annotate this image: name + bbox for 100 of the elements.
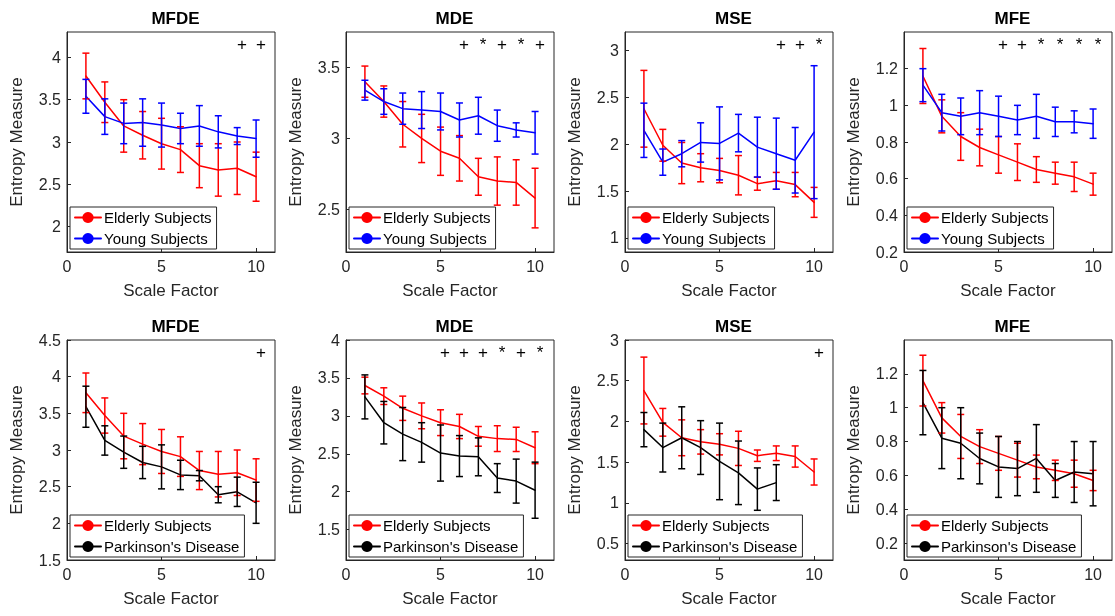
chart-title: MFE [994, 317, 1031, 336]
y-tick-label: 3 [52, 133, 62, 151]
y-tick-label: 3.5 [317, 58, 341, 76]
annotation: + [776, 34, 787, 54]
legend-label: Young Subjects [941, 230, 1045, 247]
x-tick-label: 10 [1084, 257, 1103, 275]
chart-title: MDE [435, 317, 474, 336]
x-tick-label: 0 [341, 257, 351, 275]
x-tick-label: 5 [436, 257, 446, 275]
y-tick-label: 1.5 [596, 453, 620, 471]
x-tick-label: 10 [247, 257, 266, 275]
legend-label: Parkinson's Disease [383, 538, 519, 555]
y-tick-label: 0.2 [875, 243, 899, 261]
legend-label: Elderly Subjects [383, 517, 491, 534]
annotation: * [815, 34, 823, 54]
annotation: + [459, 342, 470, 362]
y-axis-title: Entropy Measure [844, 77, 863, 207]
legend-label: Elderly Subjects [104, 209, 212, 226]
y-tick-label: 0.2 [875, 534, 899, 552]
x-axis-title: Scale Factor [402, 589, 499, 608]
y-tick-label: 3 [610, 331, 620, 349]
y-tick-label: 0.4 [875, 500, 899, 518]
y-tick-label: 3.5 [38, 404, 62, 422]
y-tick-label: 1.5 [38, 551, 62, 569]
annotation: + [497, 34, 508, 54]
y-tick-label: 1 [889, 96, 899, 114]
annotation: + [256, 342, 267, 362]
y-axis-title: Entropy Measure [565, 77, 584, 207]
y-tick-label: 2.5 [38, 175, 62, 193]
annotation: + [1017, 34, 1028, 54]
x-tick-label: 0 [341, 565, 351, 583]
y-tick-label: 3 [331, 407, 341, 425]
annotation: * [479, 34, 487, 54]
x-tick-label: 5 [994, 257, 1004, 275]
annotation: + [535, 34, 546, 54]
y-tick-label: 0.5 [596, 535, 620, 553]
x-tick-label: 0 [899, 257, 909, 275]
y-axis-title: Entropy Measure [286, 77, 305, 207]
y-tick-label: 1 [610, 229, 620, 247]
annotation: * [536, 342, 544, 362]
y-tick-label: 2 [610, 412, 620, 430]
annotation: * [1094, 34, 1102, 54]
x-tick-label: 5 [436, 565, 446, 583]
x-axis-title: Scale Factor [681, 589, 778, 608]
x-tick-label: 10 [805, 565, 824, 583]
y-tick-label: 2 [331, 483, 341, 501]
y-tick-label: 3 [52, 441, 62, 459]
annotation: + [998, 34, 1009, 54]
y-tick-label: 2.5 [596, 89, 620, 107]
x-tick-label: 10 [805, 257, 824, 275]
y-tick-label: 4 [52, 48, 62, 66]
legend-label: Elderly Subjects [662, 517, 770, 534]
y-tick-label: 4.5 [38, 331, 62, 349]
legend-label: Parkinson's Disease [662, 538, 798, 555]
chart-title: MFDE [151, 9, 200, 28]
y-tick-label: 0.8 [875, 133, 899, 151]
x-tick-label: 5 [715, 565, 725, 583]
y-axis-title: Entropy Measure [844, 385, 863, 515]
annotation: * [1075, 34, 1083, 54]
y-tick-label: 1.5 [317, 521, 341, 539]
legend-label: Elderly Subjects [662, 209, 770, 226]
annotation: + [237, 34, 248, 54]
chart-title: MFE [994, 9, 1031, 28]
y-axis-title: Entropy Measure [565, 385, 584, 515]
x-tick-label: 10 [526, 565, 545, 583]
legend-label: Elderly Subjects [941, 209, 1049, 226]
annotation: * [517, 34, 525, 54]
y-tick-label: 2 [52, 514, 62, 532]
y-tick-label: 1.2 [875, 365, 899, 383]
x-tick-label: 0 [62, 565, 72, 583]
annotation: * [498, 342, 506, 362]
x-tick-label: 5 [715, 257, 725, 275]
annotation: + [459, 34, 470, 54]
x-axis-title: Scale Factor [681, 281, 778, 300]
annotation: + [795, 34, 806, 54]
y-tick-label: 3 [331, 129, 341, 147]
y-tick-label: 0.6 [875, 466, 899, 484]
y-tick-label: 1 [610, 494, 620, 512]
chart-title: MFDE [151, 317, 200, 336]
y-tick-label: 1 [889, 399, 899, 417]
legend-label: Parkinson's Disease [104, 538, 240, 555]
annotation: + [814, 342, 825, 362]
x-axis-title: Scale Factor [123, 281, 220, 300]
y-tick-label: 0.8 [875, 433, 899, 451]
chart-title: MSE [715, 317, 752, 336]
legend-label: Young Subjects [383, 230, 487, 247]
x-tick-label: 5 [157, 257, 167, 275]
y-tick-label: 0.4 [875, 206, 899, 224]
legend-label: Parkinson's Disease [941, 538, 1077, 555]
annotation: + [478, 342, 489, 362]
legend-label: Elderly Subjects [383, 209, 491, 226]
y-tick-label: 2.5 [596, 372, 620, 390]
y-tick-label: 2.5 [317, 200, 341, 218]
x-tick-label: 5 [994, 565, 1004, 583]
legend-label: Elderly Subjects [104, 517, 212, 534]
y-axis-title: Entropy Measure [7, 77, 26, 207]
y-tick-label: 2 [52, 218, 62, 236]
legend-label: Young Subjects [104, 230, 208, 247]
annotation: + [516, 342, 527, 362]
y-tick-label: 1.2 [875, 60, 899, 78]
